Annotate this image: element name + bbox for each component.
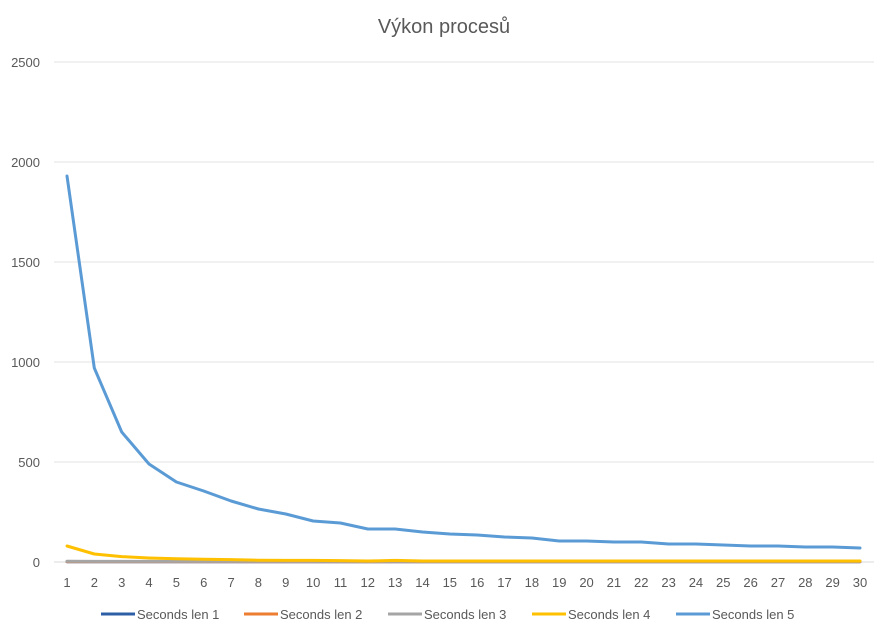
- x-tick-label: 5: [173, 575, 180, 590]
- x-tick-label: 10: [306, 575, 320, 590]
- x-tick-label: 26: [743, 575, 757, 590]
- x-tick-label: 23: [661, 575, 675, 590]
- x-tick-label: 13: [388, 575, 402, 590]
- x-tick-label: 14: [415, 575, 429, 590]
- y-tick-label: 500: [18, 455, 40, 470]
- grid-lines: [54, 61, 874, 563]
- x-tick-label: 24: [689, 575, 703, 590]
- legend-label-3: Seconds len 3: [424, 607, 506, 622]
- x-tick-label: 8: [255, 575, 262, 590]
- x-tick-label: 20: [579, 575, 593, 590]
- x-tick-label: 3: [118, 575, 125, 590]
- x-tick-label: 21: [607, 575, 621, 590]
- legend-label-4: Seconds len 4: [568, 607, 650, 622]
- y-tick-label: 1000: [11, 355, 40, 370]
- x-tick-label: 15: [443, 575, 457, 590]
- series-lines: [65, 174, 862, 564]
- chart-title: Výkon procesů: [377, 16, 511, 38]
- series-line-5: [65, 174, 862, 550]
- y-tick-label: 2000: [11, 155, 40, 170]
- x-tick-label: 9: [282, 575, 289, 590]
- x-tick-label: 12: [361, 575, 375, 590]
- x-tick-label: 11: [334, 575, 348, 590]
- x-tick-label: 25: [716, 575, 730, 590]
- x-tick-label: 7: [227, 575, 234, 590]
- x-tick-label: 6: [200, 575, 207, 590]
- x-axis-tick-labels: 1 2 3 4 5 6 7 8 9 10 11 12 13 14 15 16 17 18 19 20 21 22 23 24 2…: [63, 575, 867, 590]
- x-tick-label: 16: [470, 575, 484, 590]
- x-tick-label: 18: [525, 575, 539, 590]
- legend: Seconds len 1 Seconds len 2 Seconds len 3 S…: [101, 607, 794, 622]
- y-tick-label: 1500: [11, 255, 40, 270]
- x-tick-label: 22: [634, 575, 648, 590]
- x-tick-label: 4: [145, 575, 152, 590]
- x-tick-label: 17: [497, 575, 511, 590]
- legend-label-2: Seconds len 2: [280, 607, 362, 622]
- legend-label-5: Seconds len 5: [712, 607, 794, 622]
- y-axis-tick-labels: 0 500 1000 1500 2000 2500: [11, 55, 40, 570]
- series-line-4: [65, 544, 862, 563]
- x-tick-label: 1: [63, 575, 70, 590]
- x-tick-label: 28: [798, 575, 812, 590]
- x-tick-label: 29: [825, 575, 839, 590]
- y-tick-label: 0: [33, 555, 40, 570]
- legend-label-1: Seconds len 1: [137, 607, 219, 622]
- y-tick-label: 2500: [11, 55, 40, 70]
- x-tick-label: 27: [771, 575, 785, 590]
- x-tick-label: 19: [552, 575, 566, 590]
- x-tick-label: 30: [853, 575, 867, 590]
- x-tick-label: 2: [91, 575, 98, 590]
